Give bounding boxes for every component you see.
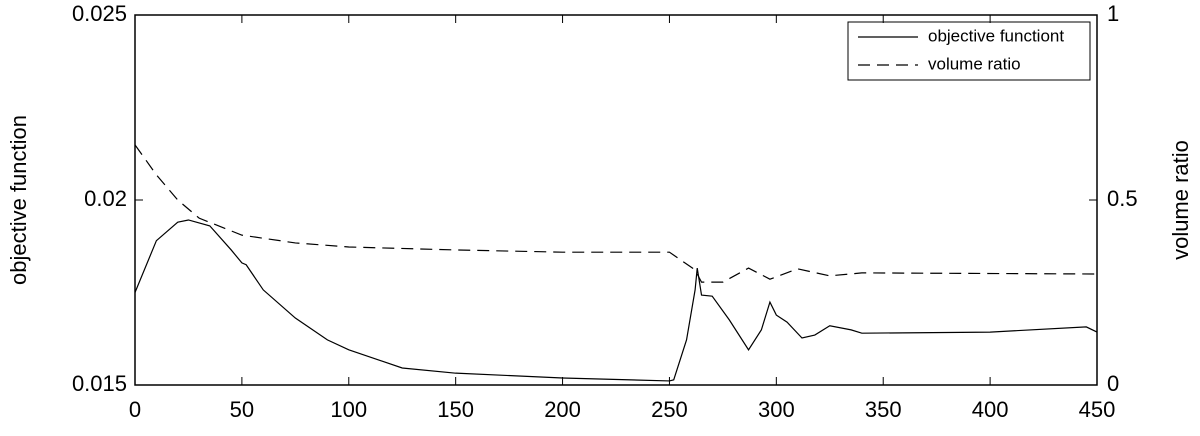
y2-axis-label: volume ratio bbox=[1168, 140, 1193, 260]
x-tick-label: 250 bbox=[651, 397, 688, 422]
y-axis-label: objective function bbox=[6, 115, 31, 285]
y2-tick-label: 0 bbox=[1107, 371, 1119, 396]
y-tick-label: 0.02 bbox=[84, 186, 127, 211]
legend-label: volume ratio bbox=[928, 54, 1021, 73]
x-tick-label: 450 bbox=[1079, 397, 1116, 422]
x-tick-label: 100 bbox=[330, 397, 367, 422]
x-tick-label: 50 bbox=[230, 397, 254, 422]
y2-tick-label: 0.5 bbox=[1107, 186, 1138, 211]
y-tick-label: 0.015 bbox=[72, 371, 127, 396]
x-tick-label: 200 bbox=[544, 397, 581, 422]
x-tick-label: 150 bbox=[437, 397, 474, 422]
x-tick-label: 0 bbox=[129, 397, 141, 422]
legend-box bbox=[847, 21, 1091, 81]
data-line bbox=[134, 219, 1098, 382]
x-tick-label: 300 bbox=[758, 397, 795, 422]
x-tick-label: 400 bbox=[972, 397, 1009, 422]
y-tick-label: 0.025 bbox=[72, 1, 127, 26]
y2-tick-label: 1 bbox=[1107, 1, 1119, 26]
data-line bbox=[134, 144, 1098, 283]
legend-label: objective functiont bbox=[928, 26, 1064, 45]
x-tick-label: 350 bbox=[865, 397, 902, 422]
